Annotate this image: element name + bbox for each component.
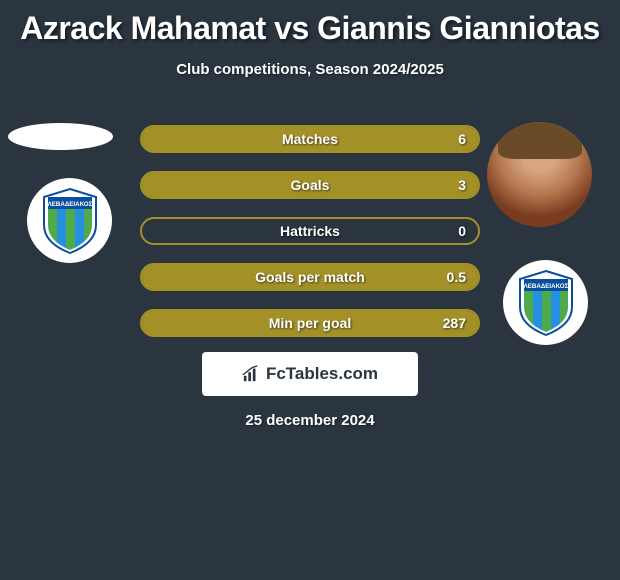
page-title: Azrack Mahamat vs Giannis Gianniotas [0,0,620,47]
subtitle: Club competitions, Season 2024/2025 [0,61,620,78]
player-right-avatar [487,122,592,227]
team-crest-right: ΛΕΒΑΔΕΙΑΚΟΣ [503,260,588,345]
player-left-avatar [8,123,113,150]
stat-label: Goals per match [255,269,365,285]
team-crest-left: ΛΕΒΑΔΕΙΑΚΟΣ [27,178,112,263]
stat-value-right: 6 [458,131,466,147]
stat-label: Hattricks [280,223,340,239]
stat-value-right: 0.5 [447,269,466,285]
stat-value-right: 3 [458,177,466,193]
stat-value-right: 287 [443,315,466,331]
brand-text: FcTables.com [266,364,378,384]
stat-value-right: 0 [458,223,466,239]
shield-icon: ΛΕΒΑΔΕΙΑΚΟΣ [516,269,576,337]
stat-row: Min per goal 287 [140,309,480,337]
stat-row: Matches 6 [140,125,480,153]
stats-container: Matches 6 Goals 3 Hattricks 0 Goals per match 0… [140,125,480,355]
stat-row: Goals 3 [140,171,480,199]
crest-text: ΛΕΒΑΔΕΙΑΚΟΣ [523,283,568,290]
date-text: 25 december 2024 [0,412,620,429]
crest-text: ΛΕΒΑΔΕΙΑΚΟΣ [47,201,92,208]
brand-box: FcTables.com [202,352,418,396]
stat-label: Min per goal [269,315,351,331]
chart-icon [242,365,260,383]
stat-row: Hattricks 0 [140,217,480,245]
shield-icon: ΛΕΒΑΔΕΙΑΚΟΣ [40,187,100,255]
stat-label: Matches [282,131,338,147]
stat-label: Goals [291,177,330,193]
stat-row: Goals per match 0.5 [140,263,480,291]
